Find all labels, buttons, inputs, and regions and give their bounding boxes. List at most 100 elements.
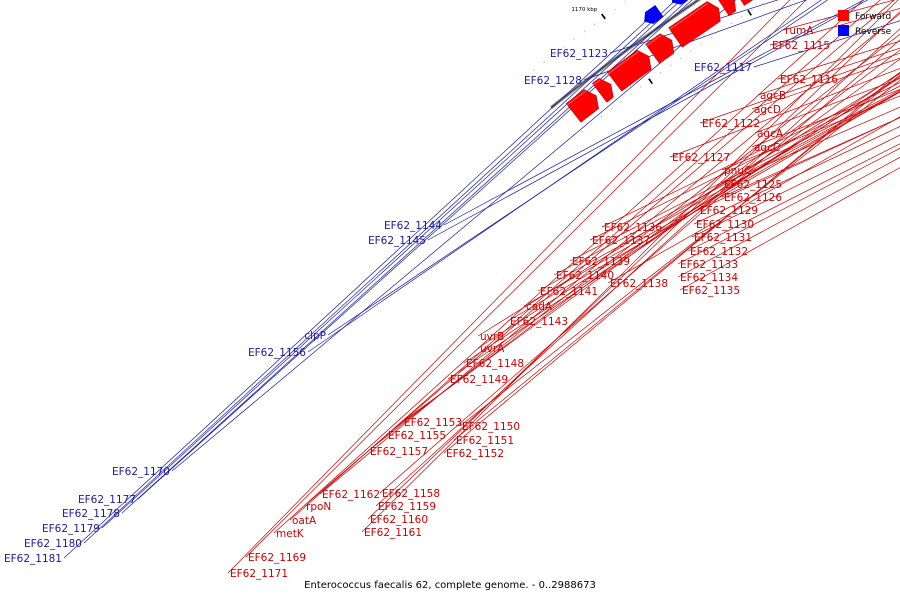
leader-line xyxy=(677,147,900,265)
leader-line xyxy=(319,12,900,495)
leader-line xyxy=(607,116,900,284)
forward-gene-label: rumA xyxy=(785,25,814,37)
leader-line xyxy=(601,82,900,228)
gene-labels: rumA EF62_1115 EF62_1116 agcB agcD EF62_1122a… xyxy=(4,25,838,580)
legend: Forward Reverse xyxy=(838,10,892,37)
leader-line xyxy=(303,0,895,507)
leader-line xyxy=(477,72,900,337)
reverse-gene-label: EF62_1177 xyxy=(78,494,136,506)
leader-line xyxy=(507,91,900,322)
forward-gene-label: EF62_1136 xyxy=(604,222,662,234)
forward-gene-label: EF62_1153 xyxy=(404,417,462,429)
gene-label-leaders xyxy=(63,0,900,574)
genome-caption: Enterococcus faecalis 62, complete genom… xyxy=(304,580,596,591)
scale-dot xyxy=(543,61,545,63)
leader-line xyxy=(289,0,881,521)
scale-ticks xyxy=(601,9,752,85)
forward-gene-label: EF62_1140 xyxy=(556,270,614,282)
scale-dot xyxy=(624,1,626,3)
forward-gene-label: EF62_1134 xyxy=(680,272,738,284)
leader-line xyxy=(83,0,677,544)
leader-line xyxy=(137,0,693,500)
scale-dot xyxy=(583,31,585,33)
legend-forward-label: Forward xyxy=(855,12,891,22)
scale-dot xyxy=(553,54,555,56)
reverse-gene-arrow xyxy=(644,5,664,24)
scale-dot xyxy=(620,101,622,103)
reverse-gene-label: EF62_1156 xyxy=(248,347,306,359)
leader-line xyxy=(307,0,822,353)
forward-gene-label: uvrA xyxy=(480,343,505,355)
forward-gene-label: EF62_1116 xyxy=(780,74,838,86)
leader-line xyxy=(385,49,900,436)
scale-dot xyxy=(730,23,732,25)
forward-gene-label: EF62_1132 xyxy=(690,246,748,258)
leader-line xyxy=(447,72,900,380)
forward-gene-label: EF62_1127 xyxy=(672,152,730,164)
forward-gene-label: EF62_1157 xyxy=(370,446,428,458)
forward-gene-arrow xyxy=(668,1,721,48)
leader-line xyxy=(361,0,899,533)
forward-gene-label: EF62_1150 xyxy=(462,421,520,433)
reverse-gene-label: EF62_1170 xyxy=(112,466,170,478)
leader-line xyxy=(379,39,900,494)
forward-gene-label: agcC xyxy=(754,142,780,154)
reverse-gene-label: EF62_1128 xyxy=(524,75,582,87)
forward-gene-label: cadA xyxy=(526,301,553,313)
gene-arrows xyxy=(565,0,754,123)
leader-line xyxy=(679,167,900,291)
scale-dot xyxy=(761,2,763,5)
forward-gene-arrow xyxy=(740,0,754,6)
forward-gene-label: EF62_1138 xyxy=(610,278,668,290)
legend-reverse-label: Reverse xyxy=(855,27,892,37)
leader-line xyxy=(553,91,900,276)
forward-gene-label: EF62_1155 xyxy=(388,430,446,442)
leader-line xyxy=(327,0,829,336)
kbp-tick-labels: 1100 kbp1105 kbp1110 kbp1115 kbp1120 kbp… xyxy=(571,7,597,13)
reverse-gene-label: EF62_1123 xyxy=(550,48,608,60)
leader-line xyxy=(443,0,865,226)
scale-dot xyxy=(533,69,535,71)
leader-line xyxy=(367,11,900,520)
reverse-gene-label: EF62_1117 xyxy=(694,62,752,74)
scale-dot xyxy=(563,46,565,48)
forward-gene-arrow xyxy=(718,0,737,16)
forward-gene-label: EF62_1171 xyxy=(230,568,288,580)
forward-gene-label: pnuC xyxy=(724,165,751,177)
forward-gene-label: EF62_1115 xyxy=(772,40,830,52)
scale-dot xyxy=(700,43,702,45)
forward-gene-label: EF62_1149 xyxy=(450,374,508,386)
scale-dot xyxy=(600,115,603,118)
forward-gene-label: EF62_1152 xyxy=(446,448,504,460)
leader-line xyxy=(121,0,689,514)
outer-tick xyxy=(601,13,606,20)
leader-line xyxy=(477,77,900,349)
leader-line xyxy=(769,8,900,46)
scale-dot xyxy=(614,8,616,10)
scale-dot xyxy=(741,16,743,18)
forward-gene-label: rpoN xyxy=(306,501,331,513)
forward-gene-label: EF62_1131 xyxy=(694,232,752,244)
leader-line xyxy=(427,0,869,241)
scale-dots xyxy=(533,1,763,133)
scale-dot xyxy=(680,57,682,59)
forward-gene-arrow xyxy=(606,49,652,92)
leader-line xyxy=(459,79,900,427)
leader-line xyxy=(677,156,900,278)
forward-gene-label: EF62_1130 xyxy=(696,219,754,231)
leader-line xyxy=(463,75,900,364)
inner-tick xyxy=(648,78,653,85)
forward-gene-arrow xyxy=(645,33,675,64)
forward-gene-arrow-highlight xyxy=(646,34,662,47)
reverse-gene-arrow xyxy=(671,0,689,5)
forward-gene-label: EF62_1135 xyxy=(682,285,740,297)
leader-line xyxy=(245,0,807,558)
leader-line xyxy=(453,74,900,441)
forward-gene-label: EF62_1133 xyxy=(680,259,738,271)
forward-gene-arrow-highlight xyxy=(669,2,709,30)
forward-gene-label: EF62_1169 xyxy=(248,552,306,564)
forward-gene-label: EF62_1141 xyxy=(540,286,598,298)
forward-gene-label: agcD xyxy=(754,104,781,116)
forward-gene-arrow xyxy=(565,89,599,123)
reverse-gene-label: EF62_1145 xyxy=(368,235,426,247)
